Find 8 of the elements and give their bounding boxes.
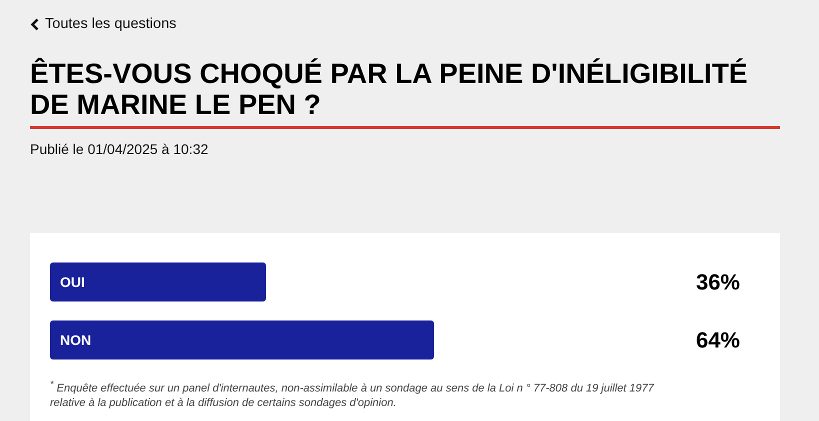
data-label: 64% <box>696 328 740 352</box>
text: Toutes les questions <box>45 16 176 32</box>
chart-subtitle: Publié le 01/04/2025 à 10:32 <box>30 141 208 157</box>
y-tick-label: OUI <box>60 274 85 290</box>
text: $^{*}$ Enquête effectuée sur un panel d'internautes, non-assimilable à un sondage au sens de la Loi n ° 77-808 du 19 juillet 1977 relative à la publication et à la diffusion de certains sondages d'opinion. <box>50 378 656 410</box>
chart-title: ÊTES-VOUS CHOQUÉ PAR LA PEINE D'INÉLIGIBILITÉ DE MARINE LE PEN ? <box>30 58 749 120</box>
y-tick-label: NON <box>60 332 92 348</box>
data-label: 36% <box>696 270 740 294</box>
